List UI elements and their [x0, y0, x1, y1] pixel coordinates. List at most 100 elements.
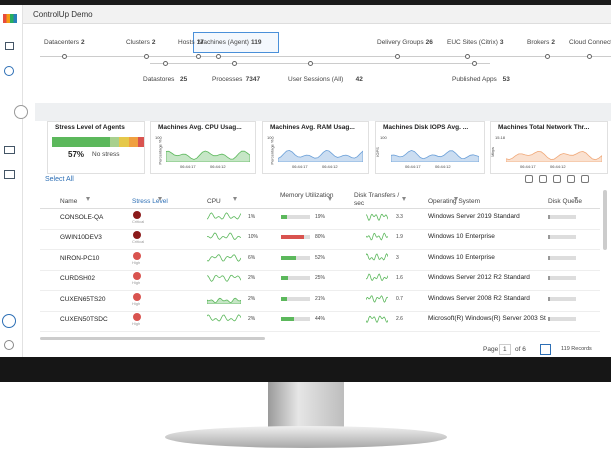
nav-item[interactable]: Clusters 2	[126, 39, 156, 47]
nav-dot	[163, 61, 168, 66]
sparkline	[366, 315, 388, 323]
disk-queue-bar	[548, 296, 576, 301]
memory-bar	[281, 235, 305, 240]
cell-cpu: 10%	[248, 234, 259, 241]
stress-segment	[110, 137, 119, 147]
nav-label[interactable]: Datastores	[143, 76, 175, 83]
filter-icon[interactable]	[86, 197, 90, 201]
nav-count[interactable]: 42	[355, 76, 363, 83]
toolbar-icon[interactable]	[525, 175, 533, 183]
column-header[interactable]: Stress Level	[132, 198, 168, 205]
nav-count[interactable]: 2	[81, 39, 85, 46]
nav-count[interactable]: 53	[502, 76, 510, 83]
toolbar-icon[interactable]	[567, 175, 575, 183]
cell-disk: 3.3	[396, 214, 403, 220]
nav-label[interactable]: User Sessions (All)	[288, 76, 344, 83]
disk-queue-bar	[548, 255, 576, 260]
select-all[interactable]: Select All	[45, 176, 74, 183]
column-header[interactable]: Operating System	[428, 198, 481, 205]
nav-label[interactable]: EUC Sites (Citrix)	[447, 39, 498, 46]
column-header[interactable]: Disk Transfers / sec	[354, 192, 400, 208]
sidebar-icon[interactable]	[4, 66, 14, 76]
nav-count[interactable]: 119	[250, 39, 262, 46]
row-line	[40, 249, 600, 251]
card	[262, 121, 369, 174]
nav-count[interactable]: 17	[196, 39, 204, 46]
nav-count[interactable]: 3	[499, 39, 504, 46]
nav-count[interactable]: 2	[551, 39, 556, 46]
column-header[interactable]: Memory Utilization	[280, 192, 334, 199]
nav-item[interactable]: Datacenters 2	[44, 39, 85, 47]
sparkline-path	[166, 150, 250, 162]
sparkline-path	[366, 273, 388, 282]
column-header[interactable]: CPU	[207, 198, 221, 205]
filter-icon[interactable]	[454, 197, 458, 201]
nav-item[interactable]: EUC Sites (Citrix) 3	[447, 39, 504, 47]
nav-item[interactable]: Brokers 2	[527, 39, 556, 47]
nav-label[interactable]: Clusters	[126, 39, 150, 46]
column-header[interactable]: Name	[60, 198, 78, 205]
nav-label[interactable]: Cloud Connect	[569, 39, 611, 46]
column-header[interactable]: Disk Queue	[548, 198, 582, 205]
nav-count[interactable]: 25	[180, 76, 188, 83]
toolbar-icon[interactable]	[553, 175, 561, 183]
toolbar-icon[interactable]	[539, 175, 547, 183]
h-scrollbar[interactable]	[40, 337, 265, 340]
nav-label[interactable]: Hosts	[178, 39, 195, 46]
page-number[interactable]: 1	[503, 346, 507, 353]
nav-label[interactable]: Processes	[212, 76, 243, 83]
sparkline	[207, 232, 241, 241]
nav-item[interactable]: Delivery Groups 26	[377, 39, 433, 47]
nav-item[interactable]: Cloud Connect	[569, 39, 611, 47]
nav-label[interactable]: Delivery Groups	[377, 39, 424, 46]
sidebar-icon[interactable]	[4, 170, 15, 179]
nav-label[interactable]: Machines (Agent)	[198, 39, 249, 46]
memory-bar	[281, 317, 294, 321]
next-button[interactable]	[540, 344, 551, 355]
nav-label[interactable]: Brokers	[527, 39, 550, 46]
nav-item[interactable]: Hosts 17	[178, 39, 204, 47]
nav-count[interactable]: 2	[151, 39, 156, 46]
scrollbar[interactable]	[603, 190, 607, 250]
nav-dot	[144, 54, 149, 59]
settings-icon[interactable]	[4, 340, 14, 350]
nav-count[interactable]: 7347	[245, 76, 261, 83]
memory-bar	[281, 215, 287, 219]
sparkline-path	[366, 315, 388, 323]
stress-segment	[138, 137, 144, 147]
cell-cpu: 2%	[248, 275, 256, 282]
cell-cpu: 6%	[248, 254, 256, 261]
cell-stress: Critical	[132, 219, 145, 224]
nav-label[interactable]: Datacenters	[44, 39, 80, 46]
records: 119 Records	[561, 346, 592, 352]
filter-icon[interactable]	[328, 197, 332, 201]
sidebar-icon[interactable]	[5, 42, 14, 50]
sparkline	[366, 213, 388, 222]
filter-icon[interactable]	[233, 197, 237, 201]
sparkline	[166, 150, 250, 162]
sparkline	[506, 150, 602, 162]
toolbar-icon[interactable]	[581, 175, 589, 183]
cell-disk: 0.7	[396, 295, 403, 302]
filter-icon[interactable]	[402, 197, 406, 201]
nav-count[interactable]: 26	[425, 39, 433, 46]
nav-dot	[232, 61, 237, 66]
sparkline	[207, 297, 241, 304]
filter-icon[interactable]	[158, 197, 162, 201]
app-title: ControlUp Demo	[33, 10, 93, 19]
stress-dot	[133, 251, 141, 260]
collapse-button[interactable]	[14, 105, 28, 119]
time-label: 06:44:12	[550, 164, 566, 169]
sidebar-icon[interactable]	[2, 314, 16, 328]
row-line	[40, 310, 600, 312]
time-label: 06:44:12	[322, 164, 338, 169]
nav-item[interactable]: Machines (Agent) 119	[198, 39, 262, 47]
logo	[3, 14, 17, 23]
filter-icon[interactable]	[574, 197, 578, 201]
sidebar-icon[interactable]	[4, 146, 15, 154]
cell-stress: High	[132, 280, 141, 286]
cell-name: CUXEN65TS20	[60, 295, 106, 303]
time-label: 06:44:12	[435, 164, 451, 169]
sparkline	[207, 254, 241, 262]
nav-label[interactable]: Published Apps	[452, 76, 497, 83]
